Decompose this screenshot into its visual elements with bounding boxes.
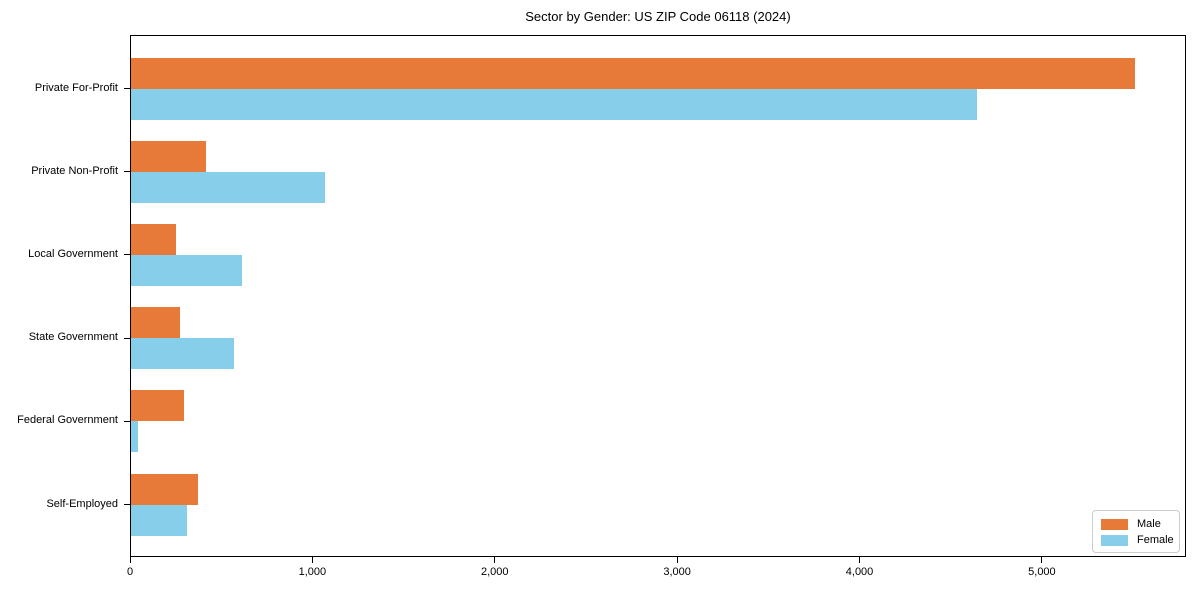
y-tick-label-private-for-profit: Private For-Profit xyxy=(34,81,118,94)
x-tick-label-4000: 4,000 xyxy=(845,566,874,578)
bar-male-local-government xyxy=(131,223,177,255)
y-tick-label-private-non-profit: Private Non-Profit xyxy=(31,164,118,177)
bar-male-private-for-profit xyxy=(131,57,1135,89)
y-axis-tick xyxy=(124,420,130,422)
bar-female-private-for-profit xyxy=(131,88,978,120)
bar-female-self-employed xyxy=(131,504,187,536)
x-axis-tick xyxy=(311,557,313,563)
legend-swatch-male xyxy=(1101,518,1128,530)
bar-male-state-government xyxy=(131,307,181,339)
legend: Male Female xyxy=(1092,510,1180,553)
y-tick-label-self-employed: Self-Employed xyxy=(46,497,118,510)
x-tick-label-5000: 5,000 xyxy=(1028,566,1056,578)
y-tick-label-local-government: Local Government xyxy=(28,247,118,260)
bar-male-federal-government xyxy=(131,390,184,422)
x-tick-label-3000: 3,000 xyxy=(663,566,691,578)
x-axis-tick xyxy=(676,557,678,563)
y-axis-tick xyxy=(124,254,130,256)
bar-female-federal-government xyxy=(131,421,139,453)
legend-label-female: Female xyxy=(1137,534,1174,546)
x-tick-label-2000: 2,000 xyxy=(481,566,509,578)
y-axis-tick xyxy=(124,504,130,505)
bar-female-state-government xyxy=(131,338,234,370)
y-axis-tick xyxy=(124,337,130,339)
bar-male-private-non-profit xyxy=(131,140,206,172)
x-axis-tick xyxy=(1041,557,1043,563)
x-tick-label-1000: 1,000 xyxy=(298,566,327,578)
bar-female-local-government xyxy=(131,254,242,286)
y-tick-label-federal-government: Federal Government xyxy=(17,414,118,427)
chart-title: Sector by Gender: US ZIP Code 06118 (202… xyxy=(525,9,791,24)
x-axis-tick xyxy=(129,557,131,563)
bar-female-private-non-profit xyxy=(131,171,325,203)
y-tick-label-state-government: State Government xyxy=(28,331,118,344)
y-axis-tick xyxy=(124,88,130,89)
y-axis-tick xyxy=(124,171,130,173)
legend-item-female: Female xyxy=(1101,533,1174,547)
legend-swatch-female xyxy=(1101,534,1128,546)
bar-male-self-employed xyxy=(131,473,199,505)
plot-area xyxy=(130,35,1186,557)
x-axis-tick xyxy=(859,557,861,563)
legend-item-male: Male xyxy=(1101,517,1171,531)
x-tick-label-0: 0 xyxy=(126,566,134,578)
legend-label-male: Male xyxy=(1137,518,1161,530)
x-axis-tick xyxy=(494,557,496,563)
